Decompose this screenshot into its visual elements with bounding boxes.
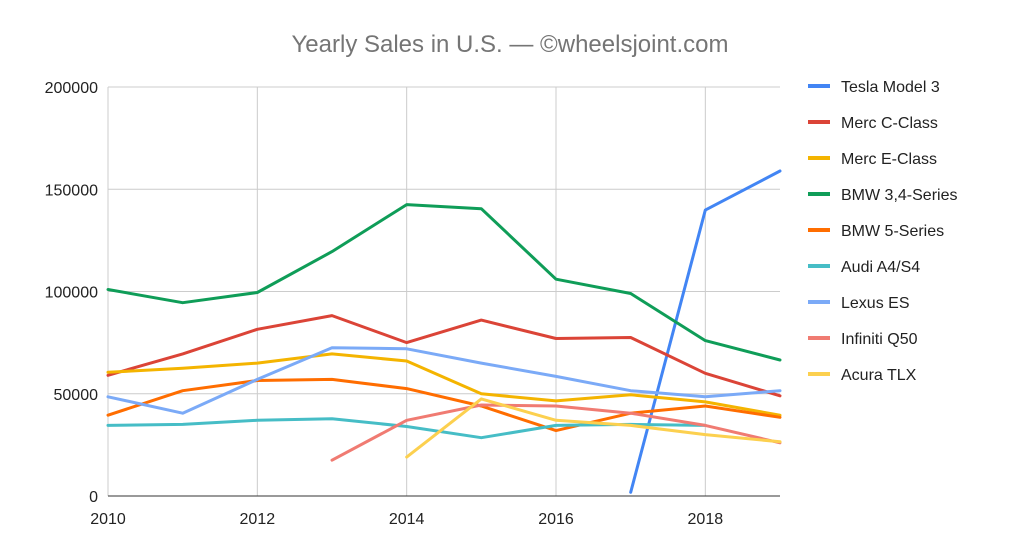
chart-title: Yearly Sales in U.S. — ©wheelsjoint.com (292, 31, 729, 58)
series-line-4 (106, 377, 782, 433)
y-tick-label: 200000 (45, 80, 98, 97)
legend-label: Infiniti Q50 (841, 331, 918, 348)
y-tick-label: 0 (89, 489, 98, 506)
x-axis-ticks: 2010 2012 2014 2016 2018 (90, 511, 723, 528)
legend-label: BMW 5-Series (841, 223, 944, 240)
x-tick-label: 2016 (538, 511, 574, 528)
legend-label: Acura TLX (841, 367, 917, 384)
legend-label: Lexus ES (841, 295, 909, 312)
x-tick-label: 2012 (240, 511, 276, 528)
grid (107, 86, 780, 497)
x-tick-label: 2014 (389, 511, 425, 528)
legend-label: Merc C-Class (841, 115, 938, 132)
legend-label: Merc E-Class (841, 151, 937, 168)
legend-label: BMW 3,4-Series (841, 187, 957, 204)
series-line-8 (405, 397, 782, 459)
legend-label: Audi A4/S4 (841, 259, 920, 276)
series-line-7 (330, 403, 782, 462)
series-line-1 (106, 314, 782, 398)
x-tick-label: 2010 (90, 511, 126, 528)
y-tick-label: 50000 (54, 387, 99, 404)
series-line-3 (106, 203, 782, 362)
y-axis-ticks: 0 50000 100000 150000 200000 (45, 80, 98, 506)
y-tick-label: 100000 (45, 285, 98, 302)
series-line-6 (106, 346, 782, 415)
legend: Tesla Model 3 Merc C-Class Merc E-Class BMW… (808, 79, 957, 384)
y-tick-label: 150000 (45, 182, 98, 199)
x-tick-label: 2018 (688, 511, 724, 528)
series-line-2 (106, 352, 782, 417)
series-lines (106, 169, 782, 494)
legend-label: Tesla Model 3 (841, 79, 940, 96)
